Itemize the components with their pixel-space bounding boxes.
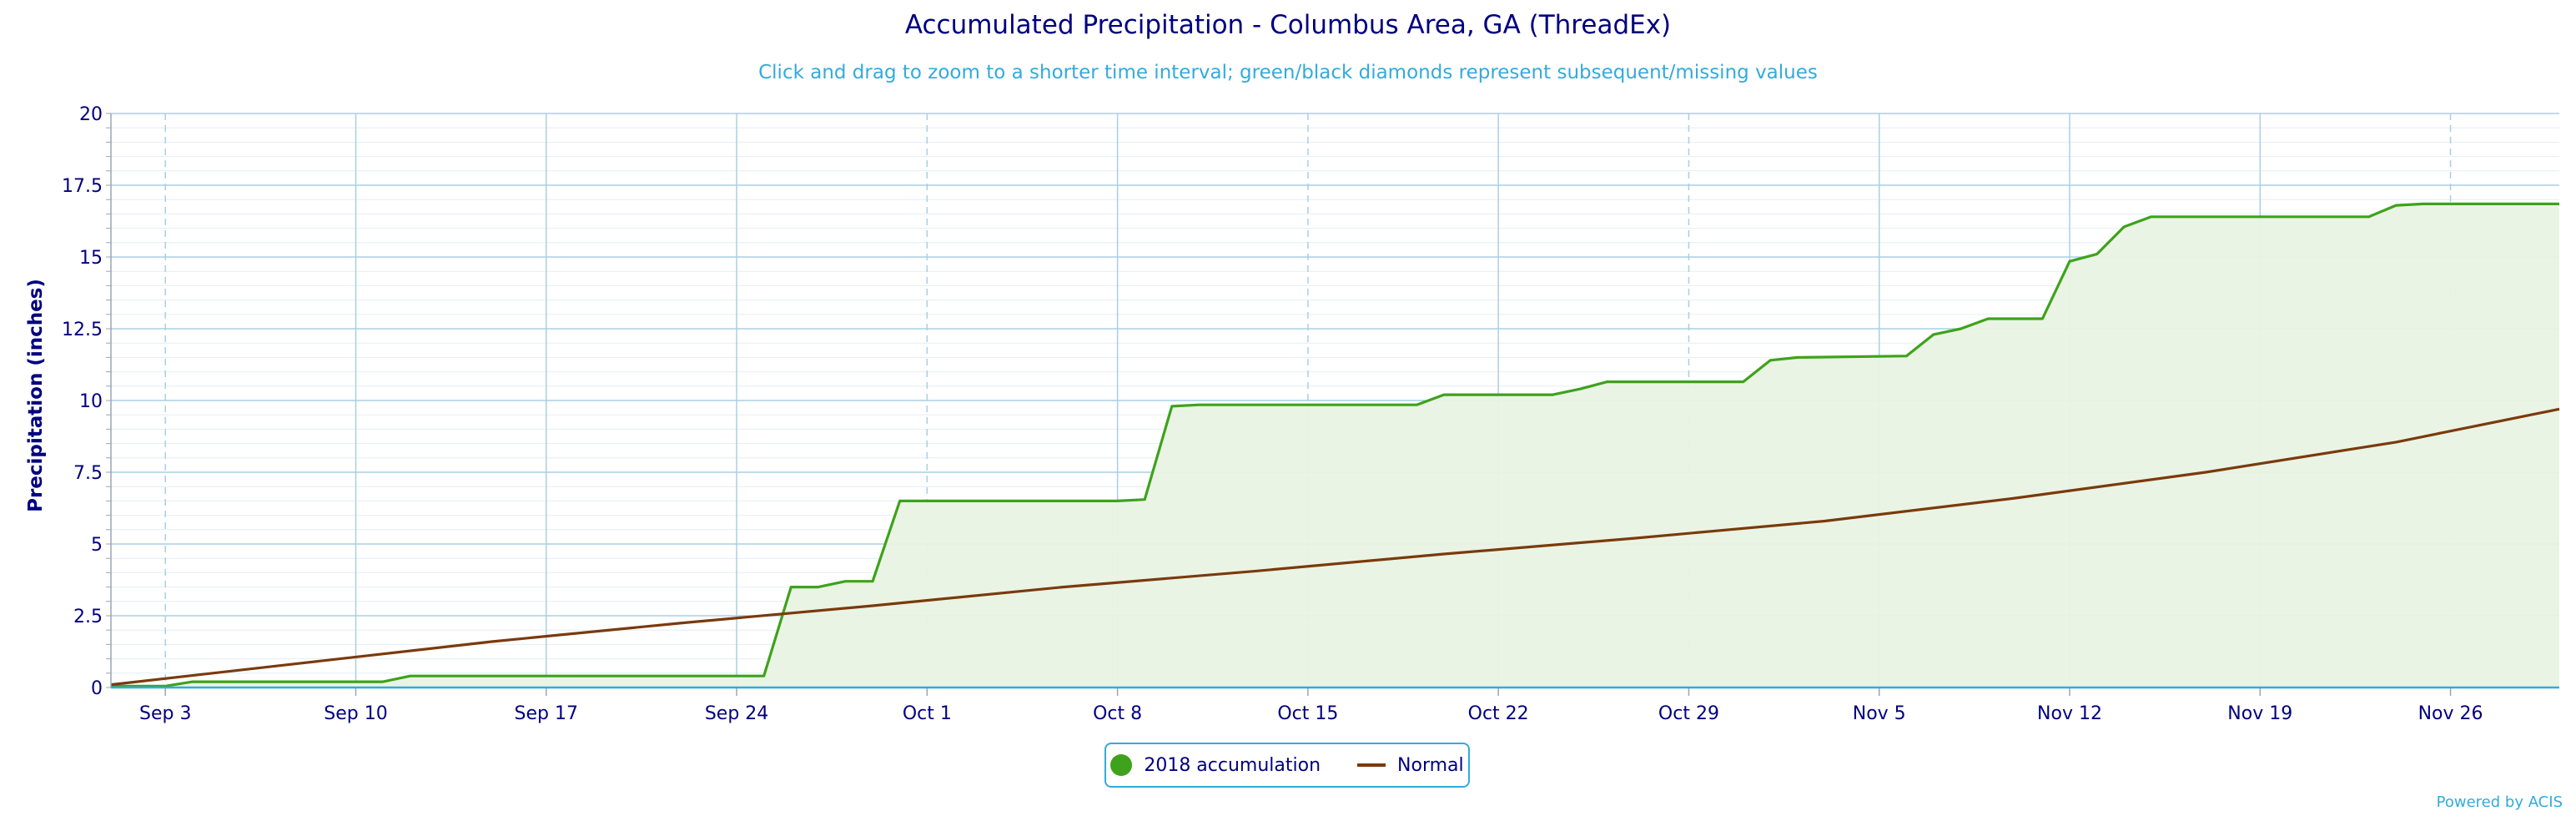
y-tick-label: 17.5	[62, 176, 103, 197]
legend-item-accumulation[interactable]: 2018 accumulation	[1110, 754, 1321, 776]
x-tick-label: Oct 1	[903, 703, 952, 724]
y-tick-label: 5	[91, 535, 103, 556]
accumulation-line	[111, 202, 2559, 688]
legend: 2018 accumulation Normal	[1104, 743, 1470, 788]
normal-line	[110, 407, 2560, 687]
legend-item-normal[interactable]: Normal	[1357, 755, 1464, 776]
powered-by-credit[interactable]: Powered by ACIS	[2436, 793, 2563, 811]
legend-label-accumulation: 2018 accumulation	[1144, 754, 1321, 776]
y-tick-label: 2.5	[73, 607, 103, 627]
x-tick-labels: Sep 3 Sep 10 Sep 17 Sep 24 Oct 1 Oct 8 Oct 15 O…	[139, 703, 2483, 724]
y-tick-label: 0	[91, 678, 103, 699]
x-tick-label: Oct 22	[1468, 703, 1529, 724]
accumulation-area-layer	[111, 204, 2559, 688]
x-tick-label: Oct 15	[1277, 703, 1338, 724]
x-tick-label: Nov 19	[2227, 703, 2292, 724]
chart-title: Accumulated Precipitation - Columbus Are…	[904, 10, 1672, 40]
series-lines	[110, 202, 2560, 688]
x-tick-label: Oct 8	[1093, 703, 1142, 724]
accumulation-area	[111, 204, 2559, 688]
green-circle-icon	[1110, 754, 1133, 776]
x-tick-label: Nov 26	[2418, 703, 2483, 724]
y-tick-label: 20	[79, 104, 103, 125]
x-tick-label: Sep 10	[324, 703, 387, 724]
x-tick-label: Sep 3	[139, 703, 191, 724]
x-tick-label: Sep 17	[515, 703, 578, 724]
x-tick-label: Nov 12	[2037, 703, 2102, 724]
brown-line-icon	[1357, 763, 1386, 767]
y-tick-label: 12.5	[62, 320, 103, 340]
y-axis-label: Precipitation (inches)	[25, 279, 47, 512]
y-tick-label: 7.5	[73, 463, 103, 484]
y-tick-label: 15	[79, 248, 103, 269]
x-tick-label: Oct 29	[1658, 703, 1719, 724]
x-tick-label: Sep 24	[705, 703, 768, 724]
y-tick-label: 10	[79, 391, 103, 412]
axes	[106, 113, 2559, 696]
x-tick-label: Nov 5	[1853, 703, 1906, 724]
y-tick-labels: 0 2.5 5 7.5 10 12.5 15 17.5 20	[62, 104, 103, 699]
chart-subtitle: Click and drag to zoom to a shorter time…	[758, 62, 1818, 83]
legend-label-normal: Normal	[1397, 754, 1464, 776]
